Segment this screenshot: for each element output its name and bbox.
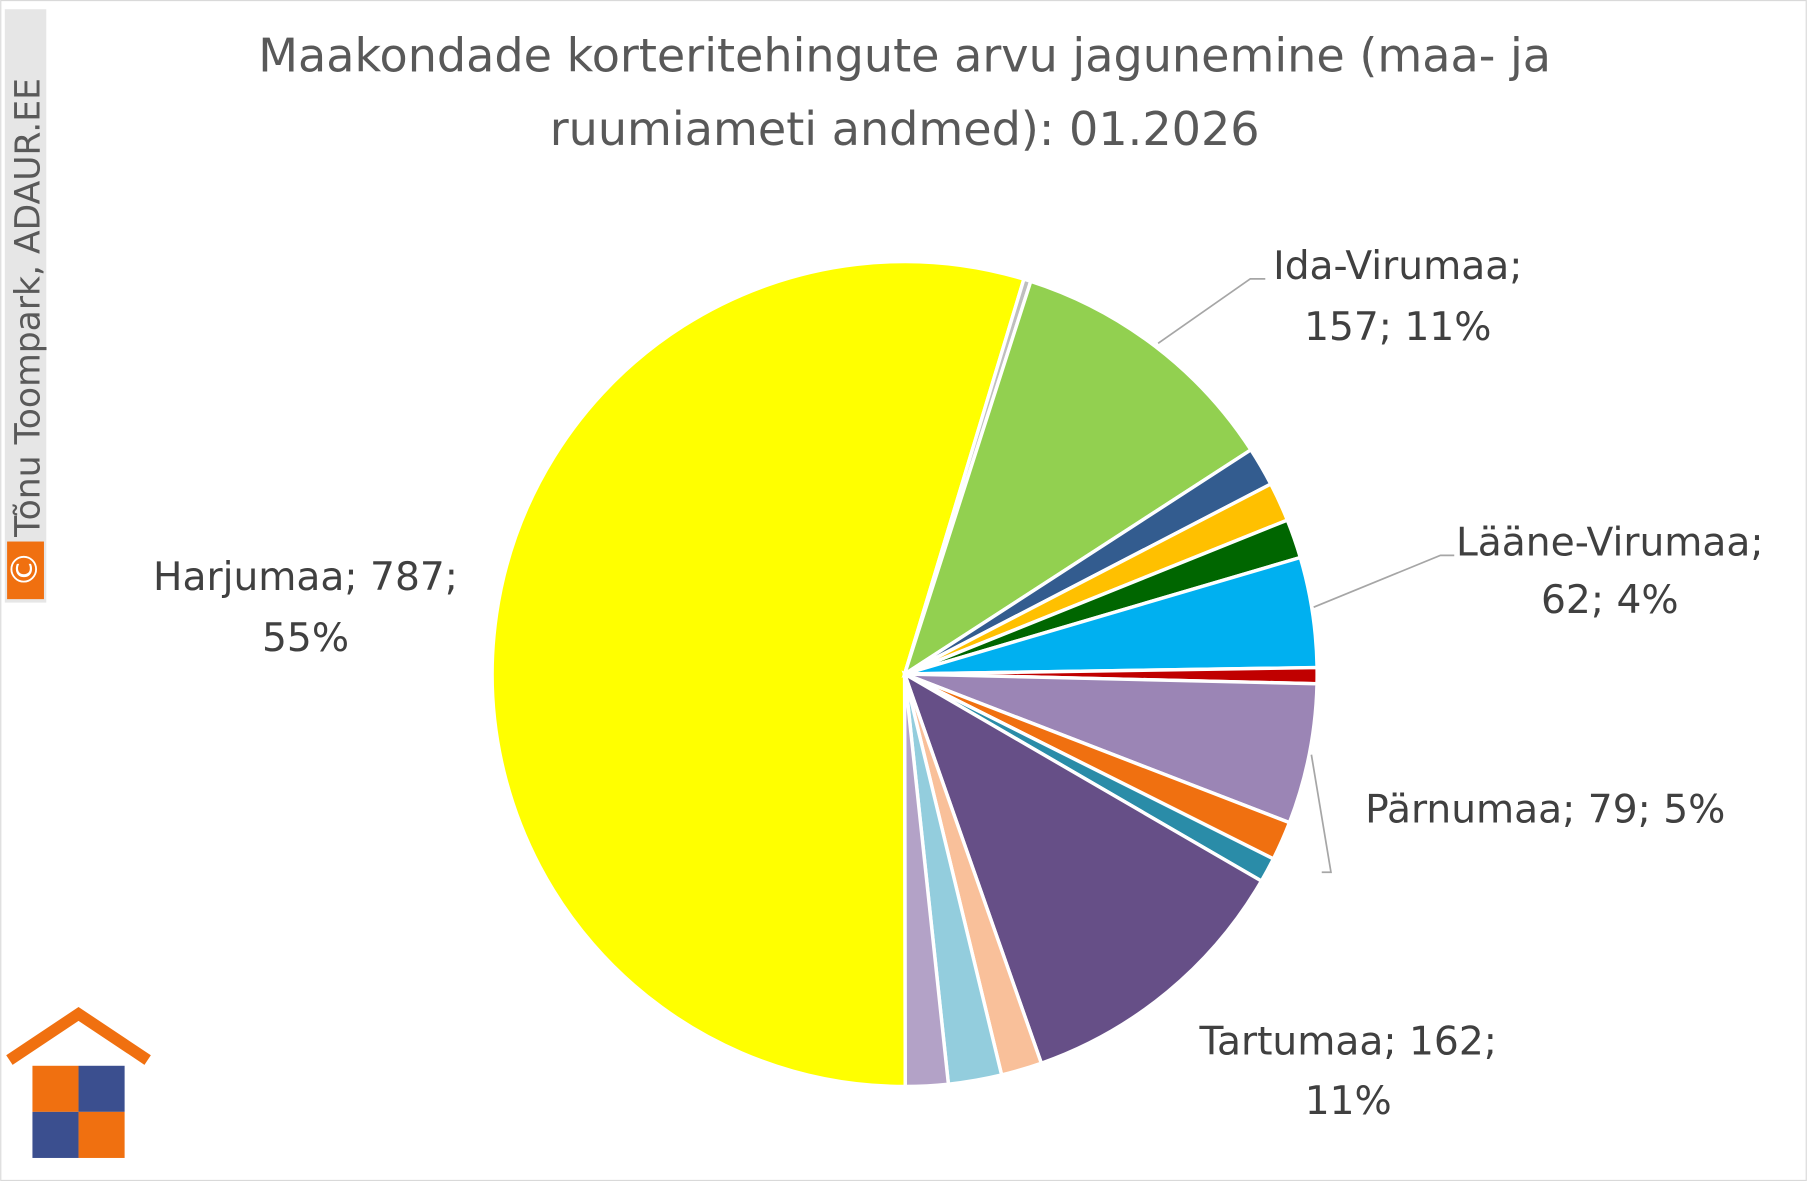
leader-line <box>1157 277 1266 345</box>
watermark-bg <box>4 9 47 603</box>
pie <box>490 259 1319 1089</box>
title: Maakondade korteritehingute arvu jagunem… <box>258 28 1551 156</box>
chart-title: ruumiameti andmed): 01.2026 <box>550 102 1260 156</box>
logo-roof <box>6 1007 151 1065</box>
logo-piece <box>32 1111 79 1158</box>
data-label: Ida-Virumaa; <box>1273 244 1522 289</box>
pie-slice <box>904 672 1319 825</box>
watermark-symbol: © <box>3 551 46 588</box>
logo-piece <box>78 1111 125 1158</box>
watermark-text: Tõnu Toompark, ADAUR.EE <box>8 78 48 538</box>
data-label: Pärnumaa; 79; 5% <box>1365 788 1725 833</box>
watermark-box <box>7 541 44 600</box>
data-label: 11% <box>1305 1079 1392 1124</box>
logo-piece <box>78 1065 125 1112</box>
labels: Harjumaa; 787; 55% Ida-Virumaa; 157; 11% Lää… <box>153 244 1764 1124</box>
data-label: Harjumaa; 787; <box>153 555 458 600</box>
leader-line <box>1313 554 1455 609</box>
chart-title: Maakondade korteritehingute arvu jagunem… <box>258 28 1551 82</box>
leader-line <box>1310 754 1332 874</box>
data-label: Tartumaa; 162; <box>1199 1019 1497 1064</box>
pie-slice <box>902 673 951 1089</box>
logo <box>6 1007 151 1158</box>
watermark: © Tõnu Toompark, ADAUR.EE <box>3 9 48 603</box>
logo-piece <box>32 1065 79 1112</box>
pie-slice <box>901 670 1264 1066</box>
data-label: Lääne-Virumaa; <box>1456 520 1764 565</box>
data-label: 55% <box>262 616 349 661</box>
pie-slice <box>490 259 1027 1089</box>
pie-slice <box>901 279 1254 679</box>
data-label: 62; 4% <box>1541 578 1679 623</box>
data-label: 157; 11% <box>1304 305 1491 350</box>
